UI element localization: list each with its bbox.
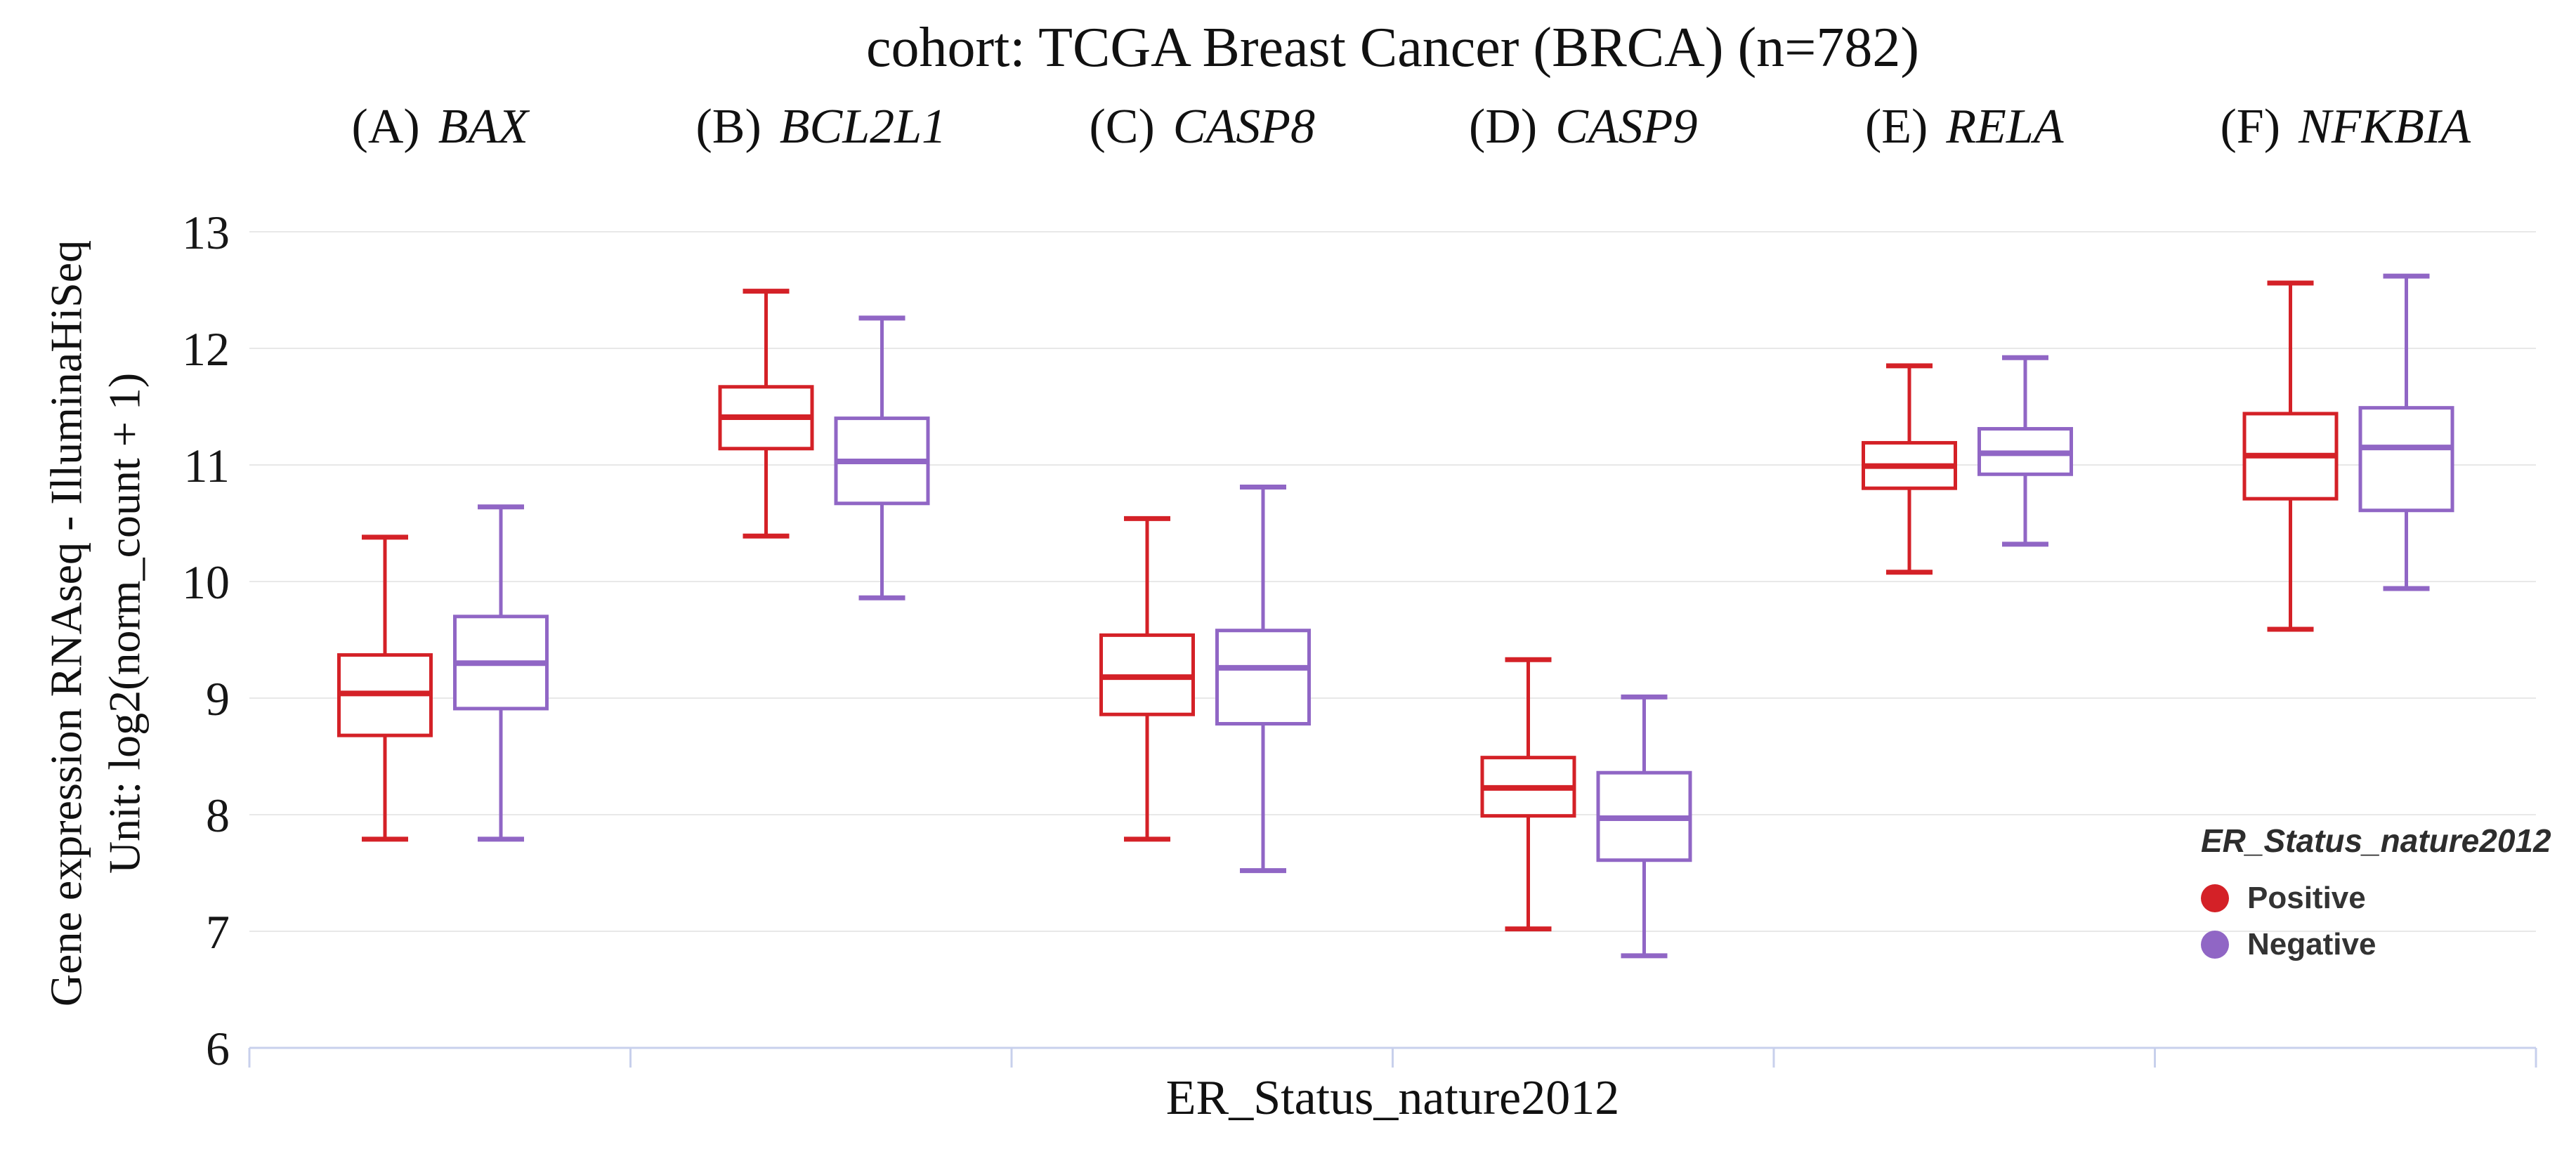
- box-casp8-negative-iqr: [1215, 629, 1311, 726]
- legend-item-positive: Positive: [2201, 881, 2551, 916]
- panel-header-casp9: (D) CASP9: [1393, 96, 1774, 159]
- panel-gene: RELA: [1946, 100, 2064, 154]
- panel-header-casp8: (C) CASP8: [1012, 96, 1393, 159]
- panel-gene: BCL2L1: [779, 100, 947, 154]
- y-tick-label-13: 13: [182, 206, 230, 259]
- chart-title: cohort: TCGA Breast Cancer (BRCA) (n=782…: [866, 17, 1919, 79]
- panel-gene: CASP8: [1172, 100, 1316, 154]
- x-axis-label: ER_Status_nature2012: [1165, 1071, 1620, 1125]
- legend-dot-negative: [2201, 931, 2229, 959]
- panel-gene: NFKBIA: [2299, 100, 2471, 154]
- y-tick-label-7: 7: [206, 905, 230, 959]
- legend-title: ER_Status_nature2012: [2201, 822, 2551, 859]
- panel-tag: (B): [695, 100, 761, 154]
- panel-header-nfkbia: (F) NFKBIA: [2155, 96, 2537, 159]
- y-tick-label-9: 9: [206, 672, 230, 725]
- legend: ER_Status_nature2012 Positive Negative: [2201, 822, 2551, 973]
- panel-tag: (D): [1469, 100, 1538, 154]
- legend-item-negative: Negative: [2201, 927, 2551, 962]
- panel-tag: (E): [1864, 100, 1928, 154]
- legend-items: Positive Negative: [2201, 881, 2551, 962]
- y-tick-label-6: 6: [206, 1022, 230, 1075]
- panel-gene: BAX: [438, 100, 528, 154]
- panel-tag: (A): [351, 100, 420, 154]
- legend-dot-positive: [2201, 884, 2229, 912]
- panel-header-rela: (E) RELA: [1774, 96, 2155, 159]
- y-tick-label-10: 10: [182, 556, 230, 609]
- panel-header-bax: (A) BAX: [249, 96, 631, 159]
- box-nfkbia-negative-iqr: [2358, 406, 2454, 513]
- legend-label: Positive: [2247, 881, 2366, 915]
- panel-tag: (C): [1089, 100, 1155, 154]
- y-tick-label-12: 12: [182, 322, 230, 376]
- panel-tag: (F): [2220, 100, 2281, 154]
- panel-header-bcl2l1: (B) BCL2L1: [631, 96, 1012, 159]
- y-tick-label-8: 8: [206, 789, 230, 842]
- legend-label: Negative: [2247, 927, 2376, 961]
- panel-gene: CASP9: [1555, 100, 1698, 154]
- y-tick-label-11: 11: [184, 439, 230, 492]
